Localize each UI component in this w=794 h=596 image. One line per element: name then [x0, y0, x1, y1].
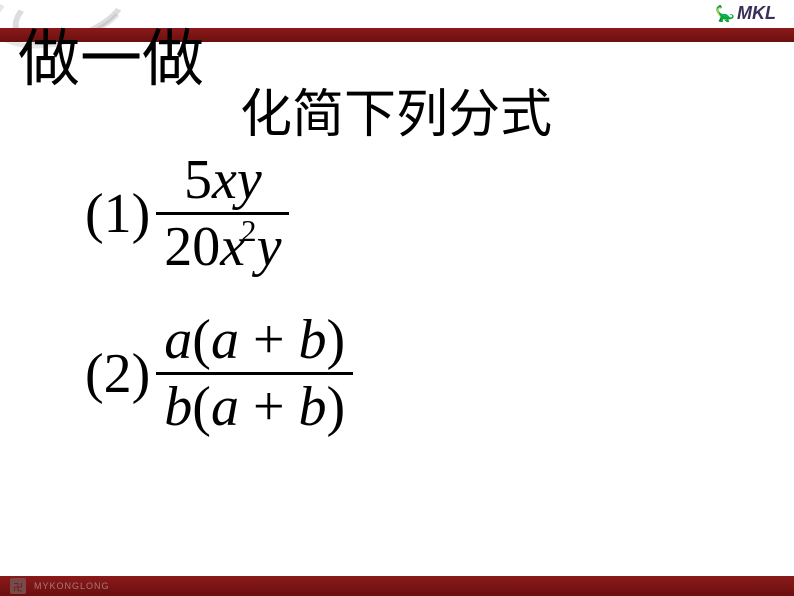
numerator: 5xy: [176, 148, 270, 212]
problem-number: (2): [85, 342, 150, 406]
fraction: a(a + b) b(a + b): [156, 308, 353, 440]
footer-icon: 卍: [10, 578, 26, 594]
problem-number: (1): [85, 182, 150, 246]
problem-list: (1) 5xy 20x2y (2) a(a + b) b(a + b): [85, 148, 353, 468]
fraction: 5xy 20x2y: [156, 148, 289, 280]
problem-2: (2) a(a + b) b(a + b): [85, 308, 353, 440]
slide-footer: 卍 MYKONGLONG: [0, 576, 794, 596]
footer-brand-text: MYKONGLONG: [34, 581, 110, 591]
slide-subtitle: 化简下列分式: [240, 72, 552, 147]
numerator: a(a + b): [156, 308, 353, 372]
brand-logo: MKL: [715, 3, 776, 24]
denominator: b(a + b): [156, 375, 353, 439]
problem-1: (1) 5xy 20x2y: [85, 148, 353, 280]
slide-title: 做一做: [18, 8, 204, 98]
denominator: 20x2y: [156, 215, 289, 279]
